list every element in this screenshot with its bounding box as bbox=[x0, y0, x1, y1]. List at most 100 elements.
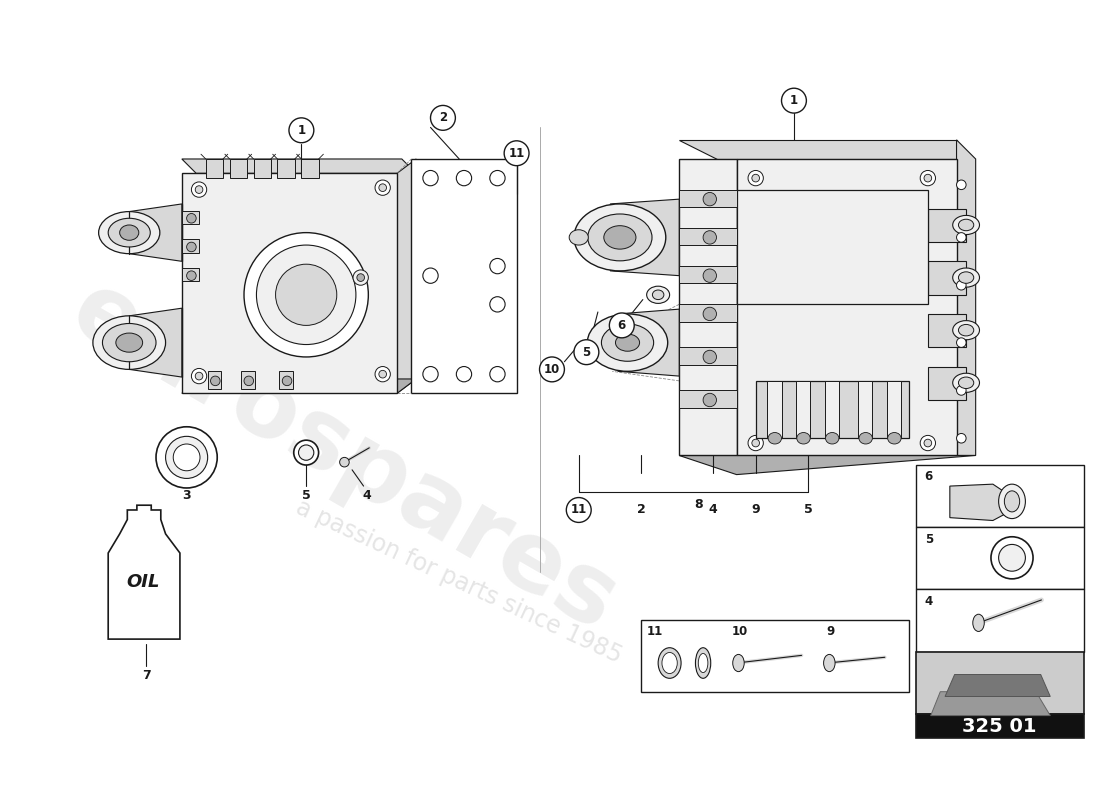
Ellipse shape bbox=[957, 281, 966, 290]
Text: a passion for parts since 1985: a passion for parts since 1985 bbox=[293, 495, 626, 668]
Ellipse shape bbox=[256, 245, 356, 345]
Bar bbox=[230, 159, 246, 178]
Ellipse shape bbox=[422, 366, 438, 382]
Ellipse shape bbox=[378, 370, 386, 378]
Polygon shape bbox=[108, 506, 180, 639]
Bar bbox=[206, 159, 223, 178]
Text: 3: 3 bbox=[183, 489, 191, 502]
Bar bbox=[927, 209, 966, 242]
Ellipse shape bbox=[92, 316, 166, 370]
Ellipse shape bbox=[958, 325, 974, 336]
Bar bbox=[927, 262, 966, 294]
Ellipse shape bbox=[191, 182, 207, 198]
Text: 5: 5 bbox=[804, 503, 813, 517]
Text: 7: 7 bbox=[142, 669, 151, 682]
Bar bbox=[756, 381, 909, 438]
Bar bbox=[858, 381, 872, 438]
Circle shape bbox=[289, 118, 314, 142]
Ellipse shape bbox=[698, 654, 708, 673]
Ellipse shape bbox=[490, 258, 505, 274]
Ellipse shape bbox=[187, 271, 196, 281]
Bar bbox=[767, 381, 781, 438]
Ellipse shape bbox=[957, 338, 966, 347]
Circle shape bbox=[609, 313, 635, 338]
Bar bbox=[737, 159, 957, 455]
Ellipse shape bbox=[116, 333, 143, 352]
Ellipse shape bbox=[652, 290, 664, 299]
Ellipse shape bbox=[276, 264, 337, 326]
Text: 1: 1 bbox=[297, 124, 306, 137]
Text: 4: 4 bbox=[708, 503, 717, 517]
Ellipse shape bbox=[490, 170, 505, 186]
Ellipse shape bbox=[569, 230, 589, 245]
Ellipse shape bbox=[99, 211, 160, 254]
Ellipse shape bbox=[195, 186, 202, 194]
Ellipse shape bbox=[1004, 491, 1020, 512]
Ellipse shape bbox=[957, 434, 966, 443]
Bar bbox=[277, 159, 295, 178]
Ellipse shape bbox=[957, 233, 966, 242]
Bar bbox=[737, 190, 927, 304]
Ellipse shape bbox=[456, 170, 472, 186]
Polygon shape bbox=[679, 140, 957, 159]
Ellipse shape bbox=[957, 180, 966, 190]
Text: 2: 2 bbox=[637, 503, 646, 517]
Bar bbox=[679, 159, 737, 455]
Ellipse shape bbox=[604, 226, 636, 249]
Polygon shape bbox=[945, 674, 1050, 697]
Ellipse shape bbox=[587, 314, 668, 371]
Bar bbox=[887, 381, 901, 438]
Bar bbox=[279, 371, 293, 389]
Text: 4: 4 bbox=[925, 595, 933, 608]
Bar bbox=[679, 266, 737, 283]
Bar bbox=[411, 159, 517, 394]
Ellipse shape bbox=[953, 321, 979, 340]
Ellipse shape bbox=[958, 377, 974, 389]
Ellipse shape bbox=[210, 376, 220, 386]
Polygon shape bbox=[397, 159, 416, 394]
Text: 11: 11 bbox=[508, 146, 525, 160]
Bar bbox=[182, 174, 397, 394]
Ellipse shape bbox=[298, 445, 314, 460]
Text: 11: 11 bbox=[647, 625, 663, 638]
Ellipse shape bbox=[825, 433, 839, 444]
Polygon shape bbox=[949, 484, 1008, 521]
Ellipse shape bbox=[796, 433, 811, 444]
Ellipse shape bbox=[156, 426, 217, 488]
Ellipse shape bbox=[958, 272, 974, 283]
Bar bbox=[679, 347, 737, 365]
Ellipse shape bbox=[859, 433, 872, 444]
Bar bbox=[916, 465, 1084, 527]
Bar bbox=[641, 620, 909, 692]
Ellipse shape bbox=[490, 297, 505, 312]
Bar bbox=[182, 210, 199, 224]
Ellipse shape bbox=[587, 214, 652, 261]
Polygon shape bbox=[129, 204, 182, 262]
Text: 10: 10 bbox=[732, 625, 748, 638]
Ellipse shape bbox=[602, 324, 653, 362]
Circle shape bbox=[539, 357, 564, 382]
Text: 9: 9 bbox=[826, 625, 835, 638]
Ellipse shape bbox=[748, 170, 763, 186]
Circle shape bbox=[574, 340, 598, 365]
Text: 325 01: 325 01 bbox=[962, 717, 1037, 736]
Polygon shape bbox=[182, 159, 416, 174]
Ellipse shape bbox=[768, 433, 781, 444]
Ellipse shape bbox=[703, 193, 716, 206]
Circle shape bbox=[781, 88, 806, 113]
Ellipse shape bbox=[574, 204, 666, 271]
Ellipse shape bbox=[752, 439, 759, 447]
Text: 6: 6 bbox=[925, 470, 933, 483]
Circle shape bbox=[430, 106, 455, 130]
Ellipse shape bbox=[972, 614, 984, 631]
Polygon shape bbox=[129, 308, 182, 377]
Ellipse shape bbox=[340, 458, 349, 467]
Ellipse shape bbox=[353, 270, 369, 286]
Text: 5: 5 bbox=[925, 533, 933, 546]
Bar bbox=[301, 159, 319, 178]
Ellipse shape bbox=[703, 350, 716, 364]
Ellipse shape bbox=[187, 214, 196, 223]
Text: 10: 10 bbox=[543, 363, 560, 376]
Ellipse shape bbox=[616, 334, 639, 351]
Ellipse shape bbox=[999, 545, 1025, 571]
